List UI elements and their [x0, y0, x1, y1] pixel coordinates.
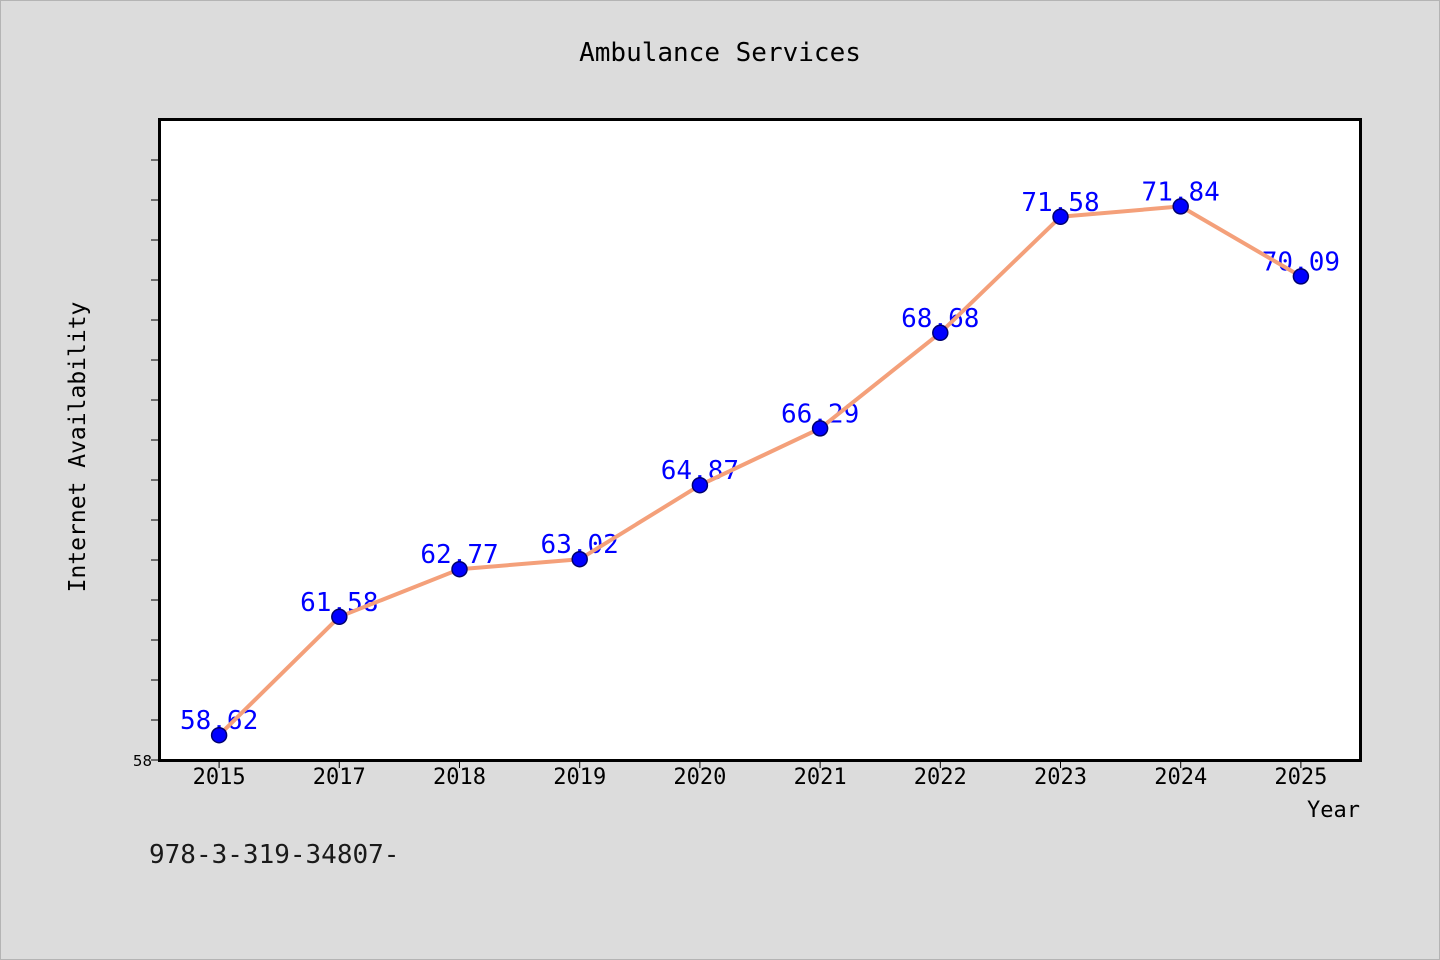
- x-axis-label: Year: [1307, 798, 1360, 823]
- data-point: [331, 608, 348, 626]
- data-point: [1172, 198, 1189, 215]
- annotation-text: 978-3-319-34807-: [149, 840, 399, 870]
- data-point: [811, 420, 829, 437]
- x-tick-label: 2021: [794, 765, 847, 790]
- y-axis-tick-labels: 58: [133, 752, 152, 770]
- data-points: [210, 198, 1310, 744]
- x-tick-label: 2015: [193, 765, 246, 790]
- chart-title: Ambulance Services: [579, 38, 861, 68]
- data-point: [1052, 208, 1069, 226]
- x-axis-ticks: [218, 761, 1302, 768]
- series-line: [217, 204, 1303, 738]
- data-point: [932, 324, 949, 342]
- data-point: [210, 726, 228, 744]
- data-point: [451, 560, 468, 578]
- y-tick-label: 58: [133, 752, 152, 770]
- x-tick-label: 2019: [553, 765, 606, 790]
- y-axis-ticks: [151, 159, 159, 761]
- plot-area: [158, 118, 1362, 762]
- y-axis-label: Internet Availability: [65, 302, 91, 593]
- series-lines: [217, 204, 1303, 738]
- x-tick-label: 2022: [914, 765, 967, 790]
- x-tick-label: 2020: [673, 765, 726, 790]
- data-point: [691, 476, 709, 494]
- x-tick-label: 2025: [1274, 765, 1327, 790]
- x-axis-tick-labels: 2015 2017 2018 2019 2020 2021 2022 2023 2024 2025: [193, 765, 1328, 790]
- x-tick-label: 2024: [1154, 765, 1207, 790]
- data-point: [571, 550, 588, 568]
- x-tick-label: 2018: [433, 765, 486, 790]
- x-tick-label: 2023: [1034, 765, 1087, 790]
- x-tick-label: 2017: [313, 765, 366, 790]
- data-point: [1292, 268, 1310, 285]
